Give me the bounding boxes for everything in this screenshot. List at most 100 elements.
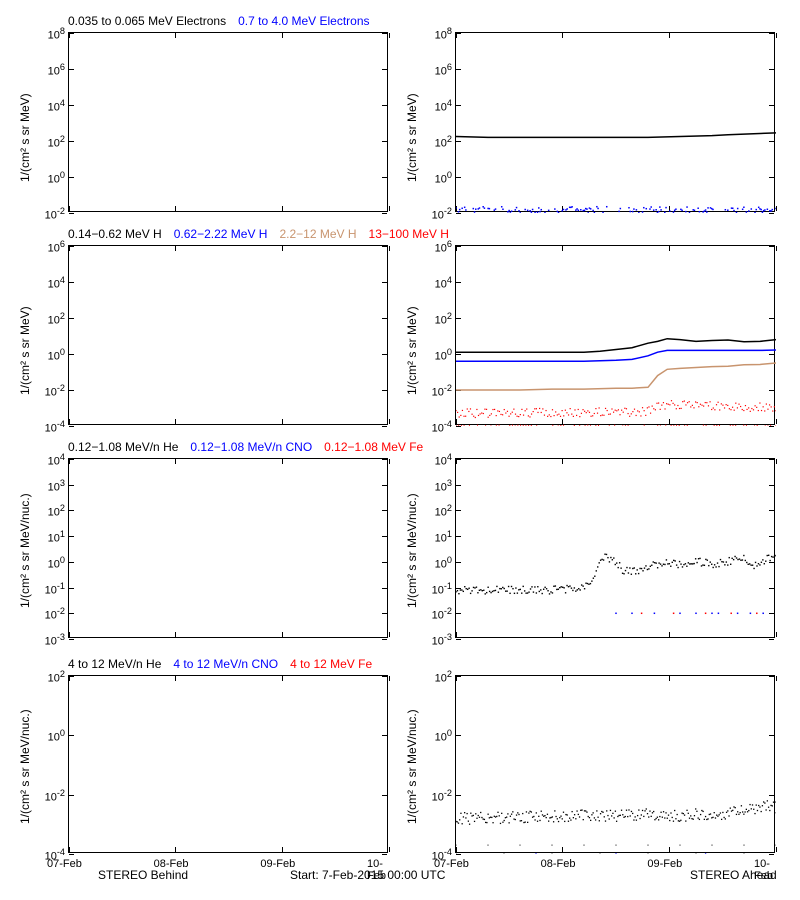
series-point	[506, 816, 507, 817]
series-point	[604, 554, 605, 555]
series-point	[457, 412, 458, 413]
series-point	[606, 554, 607, 555]
series-point	[740, 406, 741, 407]
series-point	[600, 854, 601, 855]
series-point	[767, 209, 769, 211]
series-point	[761, 410, 762, 411]
series-point	[458, 822, 459, 823]
series-point	[578, 210, 580, 212]
series-point	[676, 408, 677, 409]
series-point	[648, 854, 649, 855]
series-point	[525, 410, 526, 411]
series-point	[574, 587, 575, 588]
series-point	[754, 813, 755, 814]
series-point	[647, 813, 648, 814]
series-point	[552, 425, 553, 426]
series-point	[736, 557, 737, 558]
series-point	[631, 811, 632, 812]
ytick-mark	[769, 213, 774, 214]
legend-item: 0.62−2.22 MeV H	[174, 227, 268, 241]
series-point	[644, 567, 645, 568]
series-point	[714, 425, 715, 426]
series-point	[574, 425, 575, 426]
series-point	[669, 820, 670, 821]
series-point	[528, 425, 529, 426]
series-point	[675, 208, 677, 210]
series-point	[671, 400, 672, 401]
series-point	[570, 819, 571, 820]
series-point	[710, 813, 711, 814]
series-point	[594, 413, 595, 414]
chart-panel: 10-410-2100102104106	[68, 245, 388, 425]
series-point	[757, 425, 758, 426]
series-point	[459, 209, 461, 211]
series-point	[657, 425, 658, 426]
series-point	[528, 591, 529, 592]
series-point	[676, 425, 677, 426]
series-point	[726, 561, 727, 562]
ytick-label: 100	[25, 555, 65, 571]
series-point	[729, 408, 730, 409]
series-point	[712, 209, 714, 211]
series-point	[591, 580, 592, 581]
series-point	[742, 409, 743, 410]
series-point	[661, 405, 662, 406]
series-point	[501, 813, 502, 814]
series-point	[467, 589, 468, 590]
series-point	[502, 414, 503, 415]
series-point	[458, 425, 459, 426]
series-point	[737, 811, 738, 812]
series-point	[636, 209, 638, 211]
series-point	[631, 613, 633, 615]
series-point	[695, 808, 696, 809]
series-point	[748, 810, 749, 811]
series-point	[679, 613, 681, 615]
series-point	[759, 806, 760, 807]
series-point	[679, 408, 680, 409]
series-point	[508, 210, 510, 212]
series-point	[749, 804, 750, 805]
series-point	[712, 817, 713, 818]
series-point	[585, 425, 586, 426]
series-point	[508, 416, 509, 417]
series-point	[520, 425, 521, 426]
series-point	[482, 590, 483, 591]
series-point	[484, 207, 486, 209]
series-point	[665, 812, 666, 813]
series-point	[697, 207, 699, 209]
series-point	[467, 408, 468, 409]
legend-item: 4 to 12 MeV/n CNO	[173, 657, 278, 671]
series-point	[647, 569, 648, 570]
series-point	[581, 584, 582, 585]
series-point	[531, 586, 532, 587]
series-point	[561, 586, 562, 587]
series-point	[471, 815, 472, 816]
series-point	[606, 206, 608, 208]
series-point	[460, 589, 461, 590]
series-point	[486, 409, 487, 410]
legend-item: 4 to 12 MeV Fe	[290, 657, 372, 671]
series-point	[615, 853, 616, 854]
series-point	[673, 821, 674, 822]
ytick-label: 100	[412, 728, 452, 744]
series-point	[724, 407, 725, 408]
series-point	[568, 821, 569, 822]
chart-panel: 10-410-210010207-Feb08-Feb09-Feb10-Feb	[455, 675, 775, 853]
series-point	[728, 815, 729, 816]
series-point	[641, 613, 643, 615]
series-point	[517, 592, 518, 593]
series-point	[726, 404, 727, 405]
series-point	[526, 408, 527, 409]
series-point	[672, 403, 673, 404]
series-point	[475, 417, 476, 418]
series-point	[771, 556, 772, 557]
series-point	[742, 811, 743, 812]
series-point	[579, 416, 580, 417]
series-point	[466, 813, 467, 814]
series-point	[578, 409, 579, 410]
series-point	[691, 818, 692, 819]
series-point	[566, 208, 568, 210]
series-point	[683, 813, 684, 814]
series-point	[753, 568, 754, 569]
series-point	[633, 819, 634, 820]
